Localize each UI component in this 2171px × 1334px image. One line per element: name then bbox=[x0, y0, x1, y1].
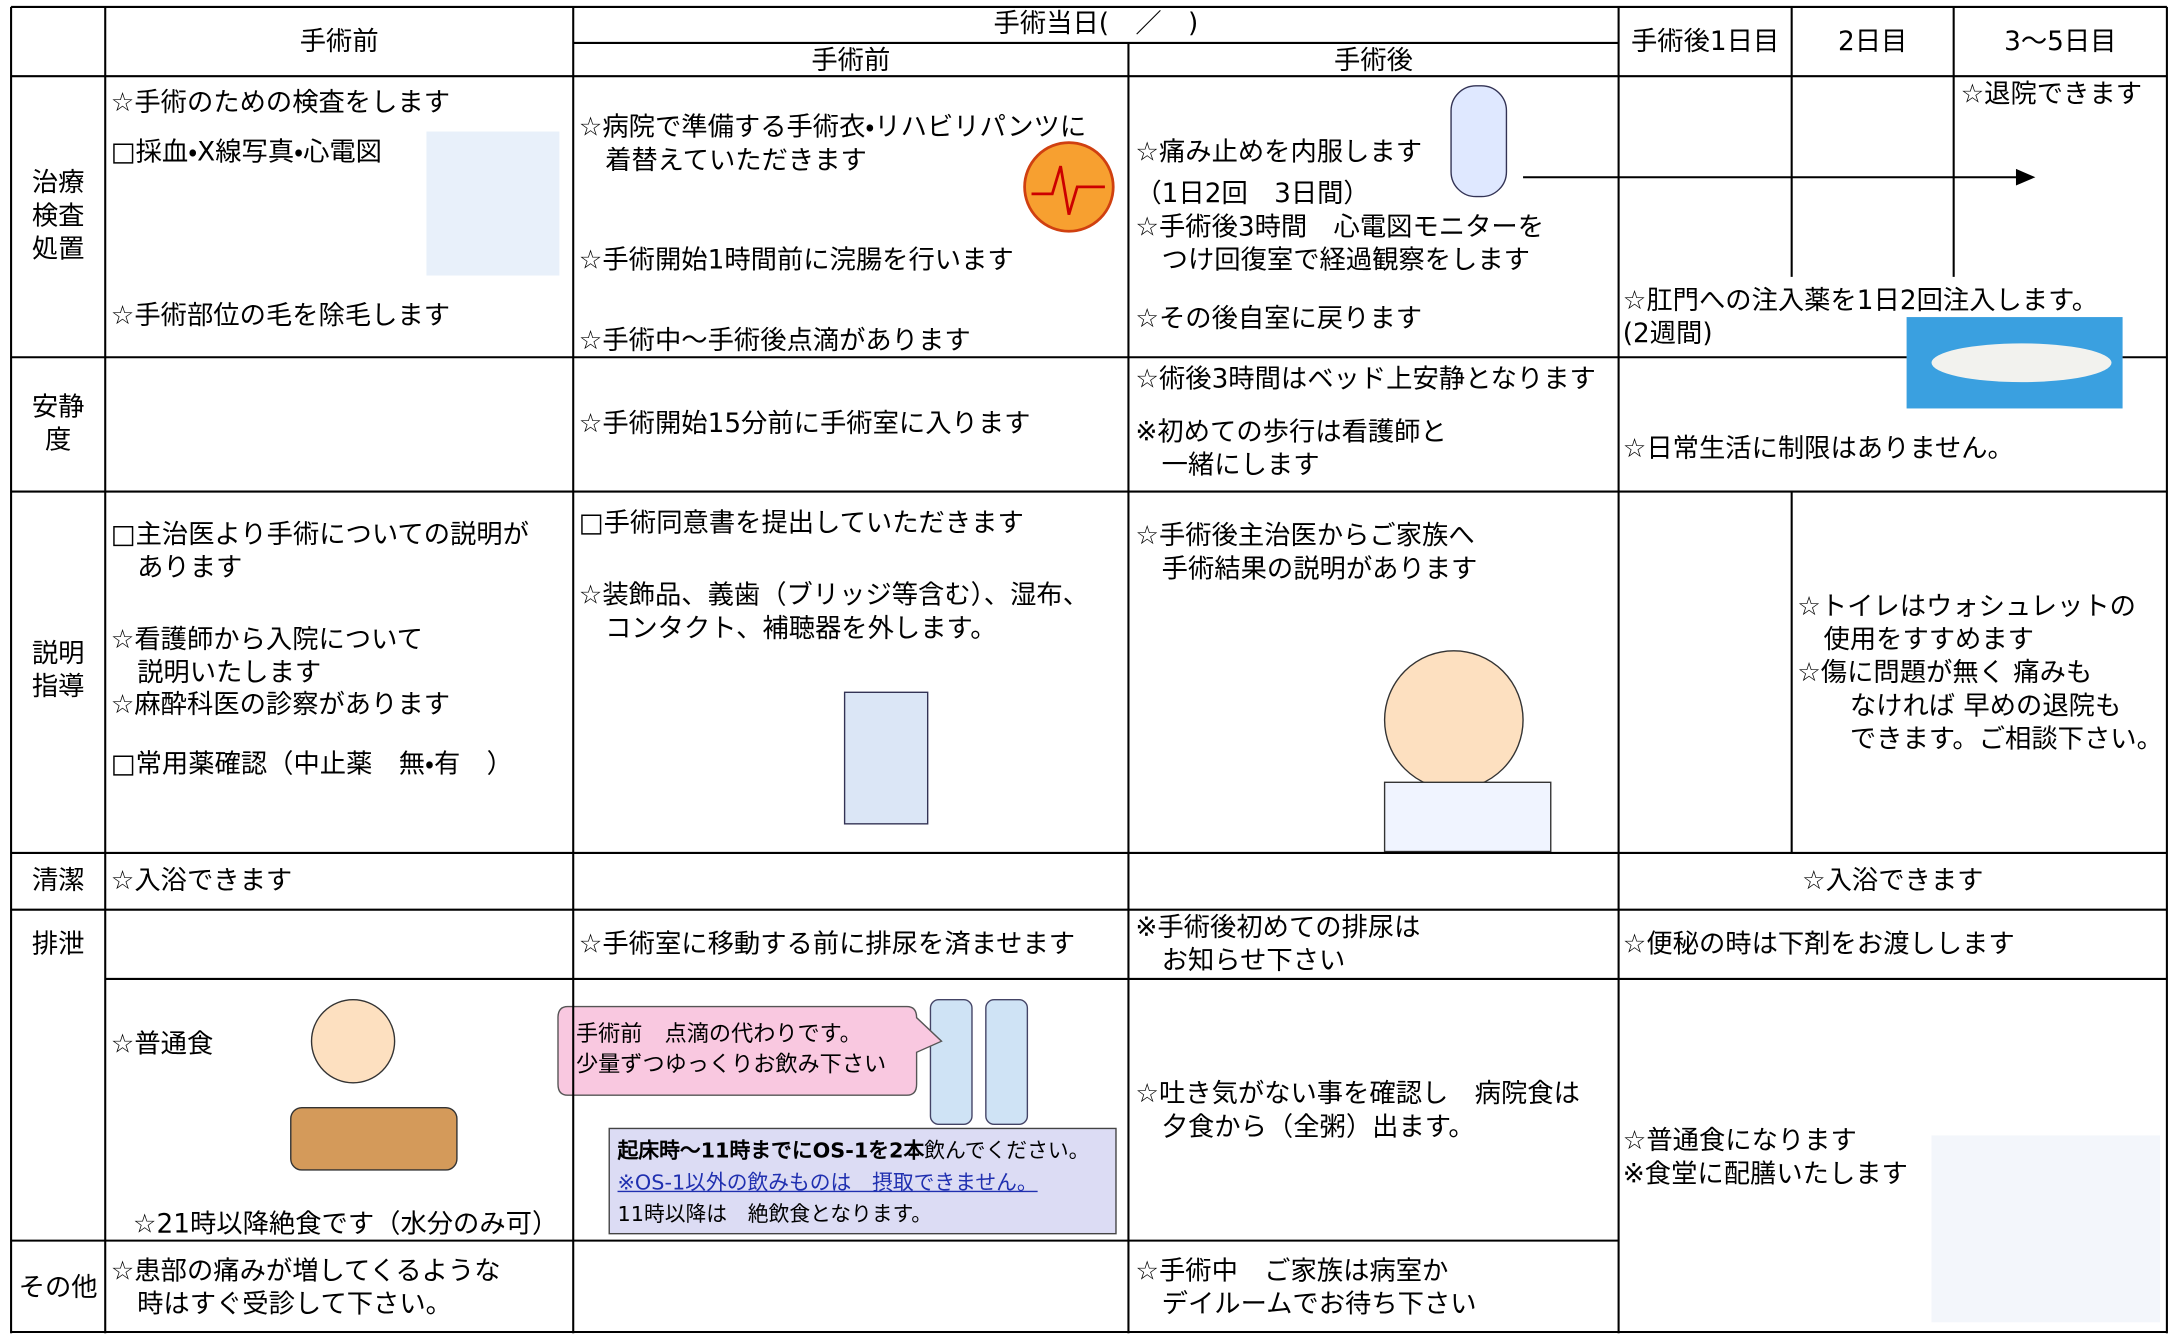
cell-text: ☆手術後3時間 心電図モニターを つけ回復室で経過観察をします bbox=[1135, 211, 1545, 276]
row-label: 説明 指導 bbox=[31, 638, 85, 702]
row-label: 清潔 bbox=[31, 865, 85, 896]
cell-text: ☆普通食 bbox=[110, 1028, 214, 1060]
cell-text: ☆退院できます bbox=[1960, 78, 2143, 110]
notice-bold: 起床時～11時までにOS-1を2本 bbox=[617, 1138, 925, 1164]
cell-text: ☆入浴できます bbox=[1802, 865, 1984, 896]
row-label: 安静 度 bbox=[31, 391, 85, 456]
header-cell: 手術前 bbox=[811, 45, 891, 77]
cell-text: ☆手術のための検査をします bbox=[110, 87, 451, 118]
cell-text: ☆手術室に移動する前に排尿を済ませます bbox=[578, 929, 1076, 960]
cell-text: ☆21時以降絶食です（水分のみ可） bbox=[132, 1208, 559, 1240]
cell-text: ☆術後3時間はベッド上安静となります bbox=[1135, 364, 1596, 395]
header-cell: 3～5日目 bbox=[2004, 26, 2117, 57]
row-label: 治療 検査 処置 bbox=[31, 167, 85, 265]
header-cell: 手術前 bbox=[299, 26, 379, 57]
cell-text: ☆手術後主治医からご家族へ 手術結果の説明があります bbox=[1135, 520, 1478, 585]
notice-box bbox=[608, 1127, 1117, 1235]
medicine-bag-character bbox=[843, 691, 929, 825]
header-cell: 手術後1日目 bbox=[1630, 26, 1780, 57]
os1-bottle bbox=[985, 998, 1029, 1125]
cell-text: ☆吐き気がない事を確認し 病院食は 夕食から（全粥）出ます。 bbox=[1135, 1078, 1580, 1143]
cell-text: ☆痛み止めを内服します bbox=[1135, 137, 1423, 168]
cell-text: ☆その後自室に戻ります bbox=[1135, 303, 1423, 334]
ecg-icon bbox=[1023, 141, 1115, 233]
illustrations bbox=[290, 85, 2160, 1323]
cell-text: ☆看護師から入院について 説明いたします bbox=[110, 624, 423, 689]
cell-text: ☆患部の痛みが増してくるような 時はすぐ受診して下さい。 bbox=[110, 1255, 501, 1320]
cell-text: □手術同意書を提出していただきます bbox=[578, 508, 1024, 539]
meal-tray bbox=[290, 1106, 458, 1171]
cell-text: ☆肛門への注入薬を1日2回注入します。 (2週間) bbox=[1622, 285, 2099, 349]
exam-illustration bbox=[426, 131, 560, 276]
cell-text: ☆普通食になります ※食堂に配膳いたします bbox=[1622, 1125, 1908, 1190]
cell-text: ☆手術開始15分前に手術室に入ります bbox=[578, 408, 1031, 439]
doctor-illustration bbox=[1383, 650, 1524, 790]
cell-text: □常用薬確認（中止薬 無・有 ） bbox=[110, 749, 513, 780]
notice-text: 飲んでください。 bbox=[924, 1138, 1090, 1164]
cell-text: ☆便秘の時は下剤をお渡しします bbox=[1622, 929, 2015, 960]
cell-text: ☆病院で準備する手術衣・リハビリパンツに 着替えていただきます bbox=[578, 112, 1087, 176]
notice-text: 11時以降は 絶飲食となります。 bbox=[617, 1201, 933, 1227]
ecg-wave bbox=[1031, 165, 1105, 216]
os1-bottle bbox=[929, 998, 973, 1125]
row-label: その他 bbox=[18, 1272, 98, 1303]
row-label: 排泄 bbox=[31, 929, 85, 960]
doctor-coat bbox=[1383, 781, 1552, 853]
bubble-text: 手術前 点滴の代わりです。 少量ずつゆっくりお飲み下さい bbox=[575, 1020, 887, 1078]
header-cell: 手術当日( ／ ) bbox=[993, 8, 1199, 39]
notice-warning: ※OS-1以外の飲みものは 摂取できません。 bbox=[617, 1169, 1038, 1195]
cell-text: ※手術後初めての排尿は お知らせ下さい bbox=[1135, 912, 1421, 977]
cell-text: □主治医より手術についての説明が あります bbox=[110, 519, 529, 583]
header-cell: 手術後 bbox=[1334, 45, 1413, 77]
medicine-character bbox=[1450, 85, 1508, 198]
cell-text: ☆手術開始1時間前に浣腸を行います bbox=[578, 245, 1014, 276]
arrow-head bbox=[2015, 168, 2036, 186]
staff-illustration bbox=[1931, 1135, 2160, 1323]
cell-text: ☆手術部位の毛を除毛します bbox=[110, 300, 451, 331]
grid-lines bbox=[10, 5, 2168, 1334]
cell-text: ※初めての歩行は看護師と 一緒にします bbox=[1135, 416, 1447, 481]
meal-illustration bbox=[310, 998, 396, 1084]
speech-bubble bbox=[557, 1005, 943, 1096]
header-cell: 2日目 bbox=[1837, 26, 1908, 57]
cell-text: ☆手術中～手術後点滴があります bbox=[578, 325, 971, 356]
cell-text: ☆装飾品、義歯（ブリッジ等含む）、湿布、 コンタクト、補聴器を外します。 bbox=[578, 580, 1090, 644]
cell-text: ☆入浴できます bbox=[110, 865, 293, 896]
cell-text: □採血・X線写真・心電図 bbox=[110, 137, 382, 168]
suppository bbox=[1931, 343, 2112, 383]
notice-line: 起床時～11時までにOS-1を2本飲んでください。 bbox=[618, 1135, 1090, 1165]
cell-text: （1日2回 3日間） bbox=[1135, 178, 1370, 210]
cell-text: ☆手術中 ご家族は病室か デイルームでお待ち下さい bbox=[1135, 1255, 1477, 1320]
cell-text: ☆トイレはウォシュレットの 使用をすすめます bbox=[1797, 591, 2136, 655]
cell-text: ☆麻酔科医の診察があります bbox=[110, 689, 451, 720]
cell-text: ☆傷に問題が無く 痛みも なければ 早めの退院も できます。ご相談下さい。 bbox=[1797, 657, 2163, 755]
cell-text: ☆日常生活に制限はありません。 bbox=[1622, 433, 2014, 464]
